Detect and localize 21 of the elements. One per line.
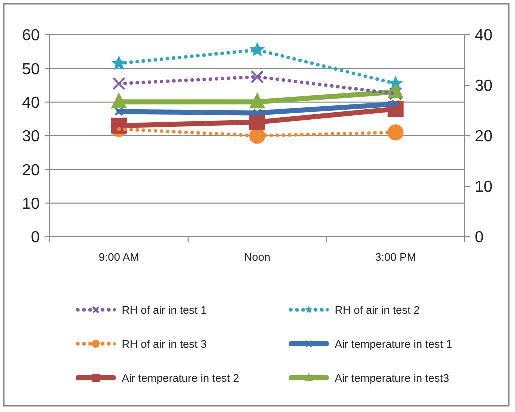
legend-label: Air temperature in test3 — [335, 372, 450, 385]
y2-tick-label: 10 — [475, 179, 493, 196]
legend-label: RH of air in test 3 — [122, 338, 207, 351]
y-tick-label: 20 — [22, 162, 40, 180]
x-tick-label: 3:00 PM — [375, 252, 416, 264]
y-tick-label: 50 — [22, 61, 40, 78]
x-tick-label: Noon — [244, 252, 271, 264]
y-tick-label: 40 — [22, 94, 40, 112]
y2-tick-label: 0 — [475, 230, 484, 247]
y-tick-label: 60 — [22, 28, 40, 45]
y-tick-label: 30 — [22, 128, 40, 146]
legend-label: Air temperature in test 2 — [122, 372, 240, 385]
y2-tick-label: 40 — [475, 28, 493, 45]
x-tick-label: 9:00 AM — [98, 252, 140, 264]
y2-tick-label: 30 — [475, 78, 493, 96]
y-tick-label: 10 — [22, 196, 40, 213]
legend-label: RH of air in test 2 — [335, 304, 420, 317]
legend-label: RH of air in test 1 — [122, 304, 207, 317]
y2-tick-label: 20 — [475, 128, 493, 146]
legend-label: Air temperature in test 1 — [335, 338, 452, 351]
y-tick-label: 0 — [31, 230, 40, 247]
